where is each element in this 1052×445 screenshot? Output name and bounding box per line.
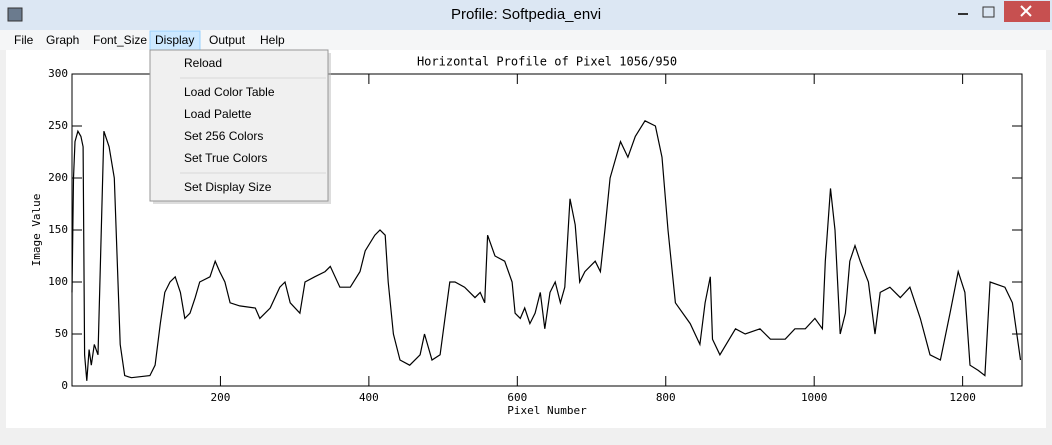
y-axis-title: Image Value bbox=[30, 194, 43, 267]
x-tick-label: 200 bbox=[211, 391, 231, 404]
chart-title: Horizontal Profile of Pixel 1056/950 bbox=[417, 55, 677, 69]
y-tick-label: 50 bbox=[55, 327, 68, 340]
dropdown-item[interactable]: Set True Colors bbox=[184, 151, 267, 165]
y-tick-label: 150 bbox=[48, 223, 68, 236]
profile-line bbox=[71, 120, 1022, 381]
maximize-button[interactable] bbox=[982, 6, 995, 18]
menu-bar bbox=[0, 30, 1052, 50]
menu-item[interactable]: Display bbox=[155, 33, 194, 47]
y-tick-label: 100 bbox=[48, 275, 68, 288]
dropdown-item[interactable]: Load Color Table bbox=[184, 85, 275, 99]
menu-item[interactable]: File bbox=[14, 33, 34, 47]
dropdown-item[interactable]: Load Palette bbox=[184, 107, 252, 121]
dropdown-menu: Reload Load Color Table Load Palette Set… bbox=[149, 49, 331, 204]
menu-item[interactable]: Graph bbox=[46, 33, 79, 47]
menu-item[interactable]: Help bbox=[260, 33, 285, 47]
y-tick-label: 300 bbox=[48, 67, 68, 80]
x-tick-label: 600 bbox=[507, 391, 527, 404]
y-tick-label: 200 bbox=[48, 171, 68, 184]
menu-item[interactable]: Font_Size bbox=[93, 33, 147, 47]
app-icon bbox=[7, 7, 23, 22]
y-tick-label: 0 bbox=[61, 379, 68, 392]
close-icon bbox=[1020, 5, 1032, 17]
dropdown-item[interactable]: Set Display Size bbox=[184, 180, 272, 194]
title-bar bbox=[0, 0, 1052, 30]
x-tick-label: 800 bbox=[656, 391, 676, 404]
dropdown-item[interactable]: Set 256 Colors bbox=[184, 129, 263, 143]
x-tick-label: 400 bbox=[359, 391, 379, 404]
dropdown-item[interactable]: Reload bbox=[184, 56, 222, 70]
y-tick-label: 250 bbox=[48, 119, 68, 132]
menu-item[interactable]: Output bbox=[209, 33, 246, 47]
window-title: Profile: Softpedia_envi bbox=[451, 6, 601, 23]
dropdown-panel bbox=[149, 49, 329, 202]
x-tick-label: 1200 bbox=[949, 391, 976, 404]
x-tick-label: 1000 bbox=[801, 391, 828, 404]
x-axis-title: Pixel Number bbox=[507, 404, 587, 417]
